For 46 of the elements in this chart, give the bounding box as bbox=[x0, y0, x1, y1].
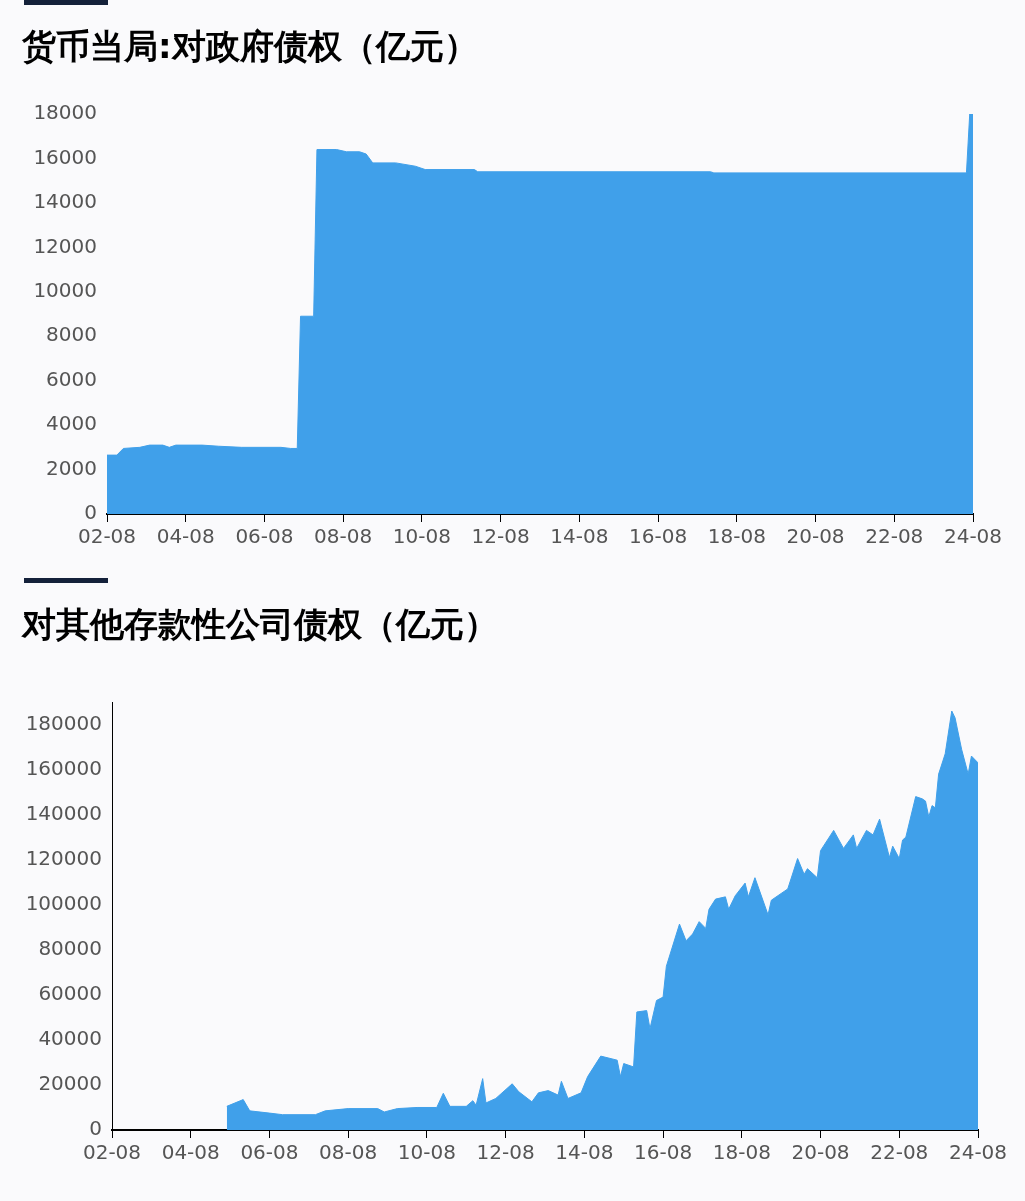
x-tick-label: 14-08 bbox=[555, 1140, 614, 1165]
y-tick-label: 16000 bbox=[33, 144, 97, 169]
x-tick-label: 16-08 bbox=[629, 524, 688, 549]
x-tick-label: 22-08 bbox=[870, 1140, 929, 1165]
y-tick-label: 4000 bbox=[46, 411, 97, 436]
y-tick-label: 60000 bbox=[38, 981, 102, 1006]
x-tick-label: 16-08 bbox=[634, 1140, 693, 1165]
y-tick-label: 80000 bbox=[38, 935, 102, 960]
y-tick-label: 14000 bbox=[33, 189, 97, 214]
x-tick-label: 08-08 bbox=[319, 1140, 378, 1165]
y-tick-label: 100000 bbox=[25, 890, 102, 915]
x-tick-label: 24-08 bbox=[943, 524, 1003, 549]
x-tick-label: 06-08 bbox=[235, 524, 294, 549]
x-tick-label: 18-08 bbox=[712, 1140, 771, 1165]
x-tick-label: 18-08 bbox=[707, 524, 766, 549]
y-tick-label: 6000 bbox=[46, 366, 97, 391]
y-tick-label: 120000 bbox=[25, 845, 102, 870]
y-tick-label: 10000 bbox=[33, 277, 97, 302]
chart-title: 对其他存款性公司债权（亿元） bbox=[22, 603, 498, 646]
y-tick-label: 180000 bbox=[25, 710, 102, 735]
x-tick-label: 22-08 bbox=[865, 524, 924, 549]
x-tick-label: 20-08 bbox=[786, 524, 845, 549]
x-tick-label: 08-08 bbox=[314, 524, 373, 549]
y-tick-label: 18000 bbox=[33, 100, 97, 125]
x-tick-label: 02-08 bbox=[77, 524, 137, 549]
x-tick-label: 02-08 bbox=[82, 1140, 142, 1165]
x-tick-label: 20-08 bbox=[791, 1140, 850, 1165]
x-tick-label: 04-08 bbox=[156, 524, 215, 549]
y-tick-label: 160000 bbox=[25, 755, 102, 780]
x-tick-label: 24-08 bbox=[948, 1140, 1008, 1165]
x-tick-label: 10-08 bbox=[392, 524, 451, 549]
x-tick-label: 12-08 bbox=[476, 1140, 535, 1165]
y-tick-label: 20000 bbox=[38, 1071, 102, 1096]
y-tick-label: 0 bbox=[84, 500, 97, 525]
y-tick-label: 8000 bbox=[46, 322, 97, 347]
x-tick-label: 04-08 bbox=[161, 1140, 220, 1165]
y-tick-label: 40000 bbox=[38, 1026, 102, 1051]
x-tick-label: 10-08 bbox=[397, 1140, 456, 1165]
y-tick-label: 2000 bbox=[46, 455, 97, 480]
y-tick-label: 0 bbox=[89, 1116, 102, 1141]
x-tick-label: 12-08 bbox=[471, 524, 530, 549]
x-tick-label: 14-08 bbox=[550, 524, 609, 549]
chart-title: 货币当局:对政府债权（亿元） bbox=[22, 25, 478, 68]
x-tick-label: 06-08 bbox=[240, 1140, 299, 1165]
y-tick-label: 140000 bbox=[25, 800, 102, 825]
y-tick-label: 12000 bbox=[33, 233, 97, 258]
